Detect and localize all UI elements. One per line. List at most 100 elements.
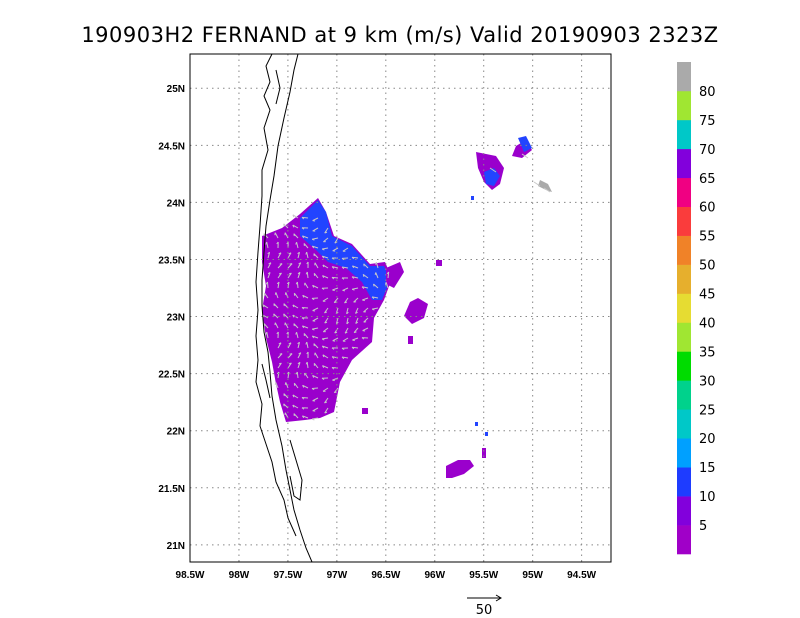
wind-arrow-head (297, 251, 300, 255)
wind-arrow-head (292, 314, 295, 318)
wind-arrow (302, 415, 309, 419)
wind-arrow-head (301, 227, 305, 230)
wind-arrow-head (288, 252, 292, 255)
wind-arrow (293, 413, 299, 419)
lon-tick-label: 98.5W (176, 570, 205, 581)
wind-arrow (322, 327, 329, 333)
wind-arrow (296, 332, 299, 339)
colorbar-label: 55 (699, 230, 716, 245)
wind-arrow-head (341, 347, 345, 351)
wind-arrow-head (331, 277, 335, 280)
wind-arrow-head (268, 262, 272, 265)
wind-arrow (342, 266, 349, 269)
wind-arrow (312, 217, 319, 222)
wind-arrow-head (341, 277, 345, 280)
lat-tick-label: 24N (167, 198, 185, 209)
wind-arrow (351, 276, 359, 279)
wind-arrow (267, 281, 269, 289)
wind-arrow (331, 276, 339, 279)
wind-speed-field (262, 136, 552, 478)
wind-arrow-head (306, 261, 309, 265)
wind-arrow (324, 307, 329, 314)
wind-arrow (266, 332, 269, 339)
wind-arrow (292, 404, 299, 409)
wind-arrow-head (334, 391, 337, 394)
wind-arrow-head (334, 301, 337, 304)
wind-arrow (277, 252, 282, 259)
wind-arrow (304, 282, 309, 289)
wind-arrow-head (302, 385, 305, 388)
wind-arrow-head (324, 411, 328, 414)
wind-arrow-head (297, 341, 300, 345)
wind-arrow-head (267, 271, 271, 275)
wind-arrow-head (322, 365, 325, 368)
wind-arrow-head (351, 265, 355, 269)
wind-arrow (342, 287, 349, 291)
wind-arrow (543, 187, 551, 193)
wind-arrow (313, 272, 319, 279)
colorbar-segment (677, 62, 691, 92)
wind-arrow-head (305, 251, 308, 255)
wind-arrow-head (279, 263, 283, 265)
wind-arrow-head (324, 231, 328, 234)
lon-tick-label: 96W (424, 570, 445, 581)
coastline-segment-2 (289, 439, 303, 501)
colorbar-segment (677, 467, 691, 497)
wind-region-6 (362, 408, 368, 414)
wind-arrow (322, 297, 329, 302)
wind-arrow (275, 292, 279, 299)
wind-arrow (372, 307, 379, 310)
wind-arrow-head (286, 331, 289, 335)
wind-arrow-head (297, 361, 301, 365)
wind-arrow (262, 304, 269, 309)
wind-arrow (324, 397, 329, 404)
wind-arrow-head (284, 382, 287, 386)
wind-arrow (283, 403, 289, 409)
wind-arrow (322, 365, 329, 369)
wind-arrow (297, 262, 302, 269)
lat-lon-gridlines (190, 54, 611, 562)
colorbar-segment (677, 206, 691, 236)
wind-arrow-head (301, 217, 305, 220)
wind-arrow (312, 317, 319, 322)
colorbar-label: 60 (699, 201, 716, 216)
wind-arrow-head (283, 313, 285, 317)
wind-arrow-head (265, 331, 268, 335)
colorbar-segment (677, 409, 691, 439)
wind-arrow-head (305, 341, 308, 345)
lat-tick-label: 21.5N (158, 484, 185, 495)
wind-arrow-head (273, 313, 275, 317)
wind-arrow (277, 372, 280, 379)
wind-arrow-head (332, 289, 335, 292)
wind-arrow (292, 304, 299, 309)
wind-arrow (312, 327, 319, 330)
wind-arrow (322, 275, 329, 279)
wind-arrow (275, 382, 279, 389)
colorbar-label: 65 (699, 172, 716, 187)
wind-arrow-head (284, 292, 287, 295)
colorbar-label: 70 (699, 143, 716, 158)
wind-arrow (322, 255, 329, 259)
wind-arrow-head (331, 266, 335, 269)
wind-arrow-head (352, 339, 355, 342)
wind-arrow-head (351, 256, 355, 260)
wind-arrow (306, 251, 309, 259)
wind-arrow (322, 345, 329, 349)
wind-arrow (352, 256, 359, 259)
wind-arrow-head (278, 362, 282, 365)
wind-arrow (301, 397, 309, 399)
wind-arrow-head (363, 263, 365, 267)
wind-arrow (322, 387, 329, 392)
wind-arrow (362, 297, 369, 301)
colorbar-label: 25 (699, 403, 716, 418)
wind-arrow-head (286, 281, 290, 285)
wind-arrow (352, 346, 359, 349)
wind-arrow (344, 297, 349, 304)
wind-arrow-head (324, 321, 328, 324)
colorbar-segment (677, 235, 691, 265)
wind-arrow (267, 252, 271, 259)
wind-arrow (292, 224, 299, 229)
wind-arrow-head (331, 347, 335, 350)
wind-arrow-head (332, 379, 335, 382)
